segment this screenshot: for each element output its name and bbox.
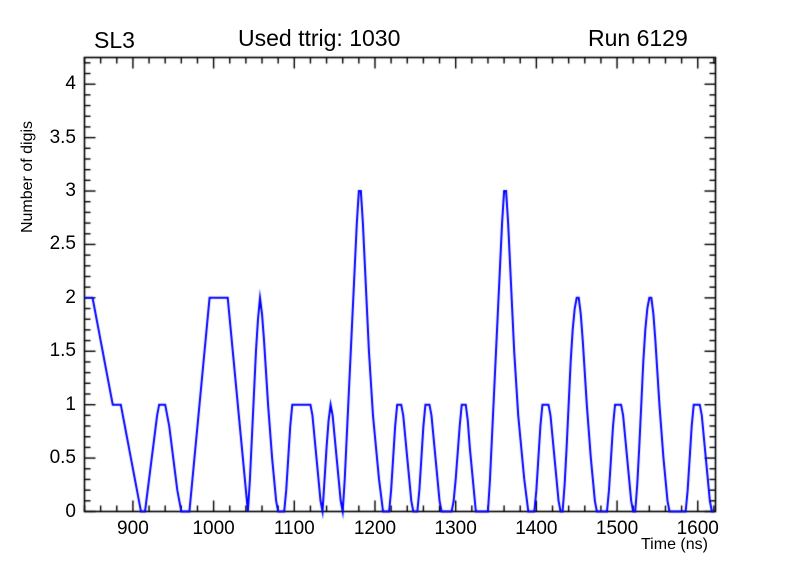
x-tick-label-1300: 1300 [434,517,477,539]
run-title: Run 6129 [588,25,688,51]
y-tick-label-1.5: 1.5 [49,340,76,362]
x-tick-label-1100: 1100 [273,517,315,539]
y-tick-label-3: 3 [65,180,76,202]
y-tick-label-1: 1 [65,393,76,415]
superlayer-title: SL3 [94,27,135,53]
y-tick-label-2: 2 [65,286,76,308]
y-tick-label-3.5: 3.5 [49,126,76,148]
ttrig-title: Used ttrig: 1030 [238,25,401,51]
x-tick-label-1500: 1500 [595,517,639,539]
x-axis-label: Time (ns) [641,536,708,553]
x-tick-label-1200: 1200 [353,517,397,539]
x-tick-label-1600: 1600 [676,517,719,539]
y-tick-label-2.5: 2.5 [49,233,76,255]
y-tick-label-4: 4 [65,73,76,95]
y-tick-label-0.5: 0.5 [49,447,76,469]
x-tick-label-900: 900 [117,517,149,539]
x-tick-label-1400: 1400 [515,517,558,539]
x-tick-label-1000: 1000 [192,517,235,539]
y-tick-label-0: 0 [65,500,76,522]
